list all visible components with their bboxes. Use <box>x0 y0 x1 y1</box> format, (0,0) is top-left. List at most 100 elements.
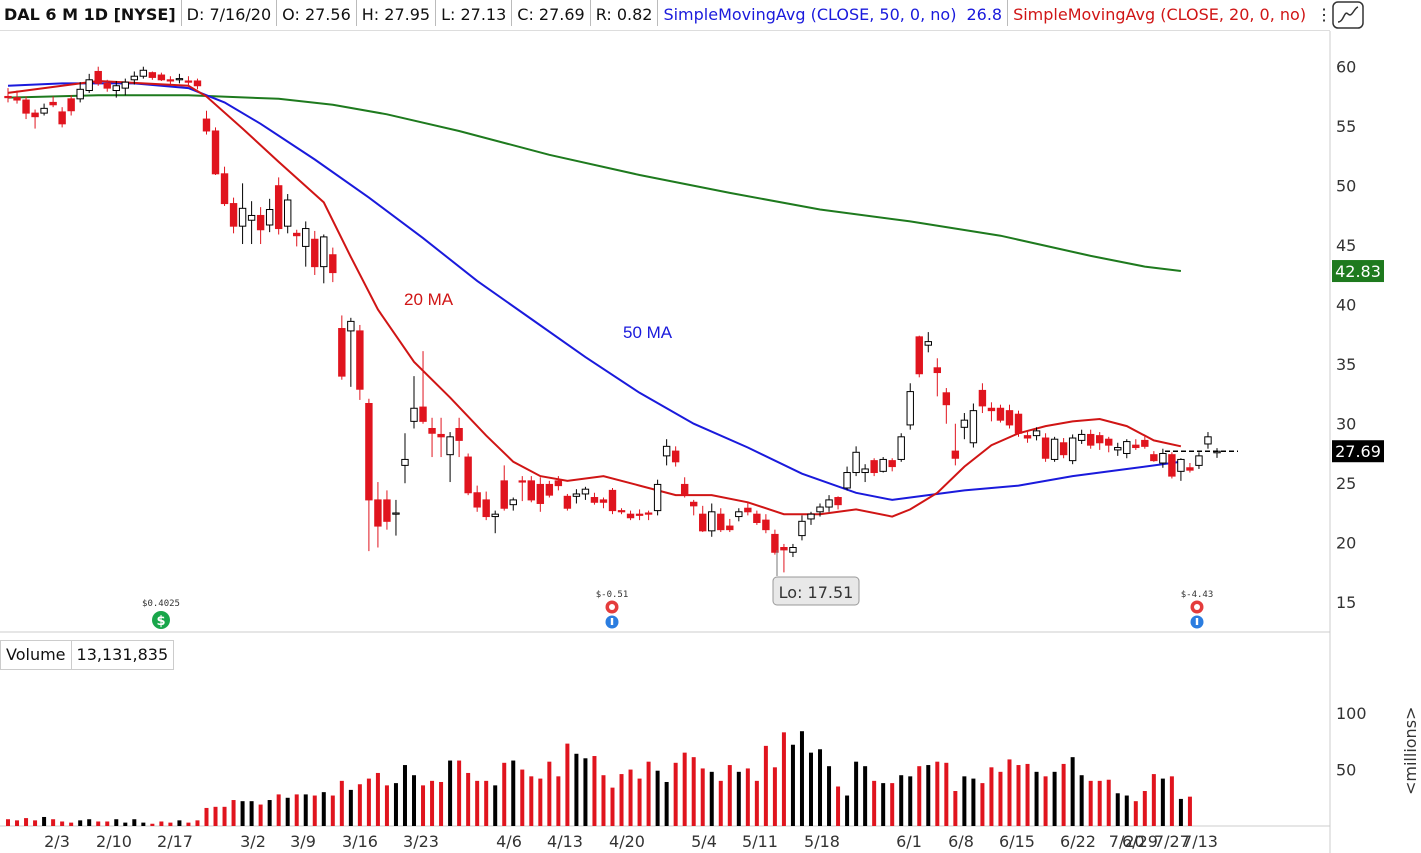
volume-bar <box>763 745 768 826</box>
x-tick-label: 6/1 <box>896 832 922 851</box>
volume-tick-label: 100 <box>1336 704 1367 723</box>
volume-bar <box>177 820 182 826</box>
volume-bar <box>754 780 759 826</box>
high-label: H: 27.95 <box>357 0 437 26</box>
candle-body <box>347 320 355 332</box>
volume-bar <box>727 765 732 826</box>
volume-bar <box>1133 801 1138 826</box>
candle-body <box>825 499 833 508</box>
y-tick-label: 40 <box>1336 296 1356 315</box>
volume-bar <box>745 768 750 826</box>
volume-bar <box>781 732 786 826</box>
volume-bar <box>854 761 859 826</box>
candle-body <box>13 97 21 101</box>
volume-bar <box>772 767 777 826</box>
candle-body <box>509 499 517 506</box>
candle-body <box>58 111 66 125</box>
volume-bar <box>150 823 155 826</box>
earnings2-label: $-4.43 <box>1181 590 1214 600</box>
x-tick-label: 6/29 <box>1122 832 1158 851</box>
volume-bar <box>366 778 371 826</box>
candle-body <box>311 238 319 268</box>
candle-body <box>1141 439 1149 447</box>
candle-body <box>924 341 932 346</box>
candle-body <box>1123 441 1131 454</box>
volume-bar <box>574 753 579 826</box>
volume-bar <box>682 752 687 826</box>
candle-body <box>717 513 725 531</box>
candle-body <box>1132 444 1140 449</box>
volume-bar <box>493 785 498 826</box>
volume-bar <box>799 731 804 826</box>
volume-bar <box>475 780 480 826</box>
volume-bar <box>1106 779 1111 826</box>
volume-bar <box>736 771 741 826</box>
volume-bar <box>1115 793 1120 826</box>
candle-body <box>987 407 996 412</box>
candle-body <box>1096 435 1104 444</box>
drawing-tool-button[interactable] <box>1330 0 1421 30</box>
volume-bar <box>556 776 561 826</box>
volume-bar <box>646 761 651 826</box>
last-price-badge-box <box>1332 440 1384 463</box>
volume-bar <box>565 743 570 826</box>
candle-body <box>933 367 942 374</box>
volume-bar <box>330 795 335 826</box>
candle-body <box>662 445 671 457</box>
volume-bar <box>222 806 227 826</box>
volume-bar <box>132 819 137 826</box>
candle-body <box>572 493 581 497</box>
candle-body <box>1050 438 1059 460</box>
volume-bar <box>1088 780 1093 826</box>
symbol-label[interactable]: DAL 6 M 1D [NYSE] <box>0 0 182 26</box>
candle-body <box>148 72 157 78</box>
candle-body <box>85 79 93 92</box>
sma200-line <box>7 94 1182 272</box>
volume-bar <box>276 794 281 826</box>
volume-bar <box>96 821 101 826</box>
low-callout-label: Lo: 17.51 <box>779 583 854 602</box>
candle-body <box>338 328 346 377</box>
y-tick-label: 60 <box>1336 58 1356 77</box>
volume-bar <box>1070 757 1075 826</box>
volume-bar <box>592 756 597 826</box>
volume-axis-label: <millions> <box>1401 707 1420 795</box>
volume-bar <box>1097 780 1102 826</box>
volume-bar <box>818 749 823 826</box>
volume-bar <box>1061 763 1066 826</box>
low-label: L: 27.13 <box>436 0 513 26</box>
earnings1-label: $-0.51 <box>596 590 629 600</box>
volume-bar <box>439 781 444 826</box>
earnings2-bulb-icon <box>1190 615 1204 629</box>
dividend-icon <box>152 611 170 629</box>
volume-bar <box>709 771 714 826</box>
volume-bar <box>69 822 74 826</box>
candle-body <box>1213 450 1221 454</box>
y-tick-label: 15 <box>1336 593 1356 612</box>
candle-body <box>139 69 148 77</box>
volume-bar <box>204 807 209 826</box>
more-icon[interactable]: ⋮ <box>1311 0 1330 26</box>
volume-bar <box>673 762 678 826</box>
candle-body <box>464 456 472 494</box>
sma50-legend[interactable]: SimpleMovingAvg (CLOSE, 50, 0, no) <box>663 5 957 24</box>
candle-body <box>753 513 761 524</box>
candle-body <box>1114 447 1122 451</box>
candle-body <box>852 451 860 474</box>
volume-bar <box>33 820 38 826</box>
earnings1-bulb-icon <box>605 615 619 629</box>
y-tick-label: 50 <box>1336 177 1356 196</box>
candle-body <box>202 118 211 132</box>
volume-bar <box>186 822 191 826</box>
candle-body <box>1041 437 1050 459</box>
volume-bar <box>141 822 146 826</box>
candle-body <box>374 499 382 527</box>
sma20-legend[interactable]: SimpleMovingAvg (CLOSE, 20, 0, no) <box>1013 5 1307 24</box>
candle-body <box>329 254 337 274</box>
volume-bar <box>258 804 263 826</box>
close-label: C: 27.69 <box>512 0 591 26</box>
candle-body <box>951 450 960 459</box>
volume-bar <box>285 797 290 826</box>
sma50-value: 26.8 <box>961 0 1009 26</box>
